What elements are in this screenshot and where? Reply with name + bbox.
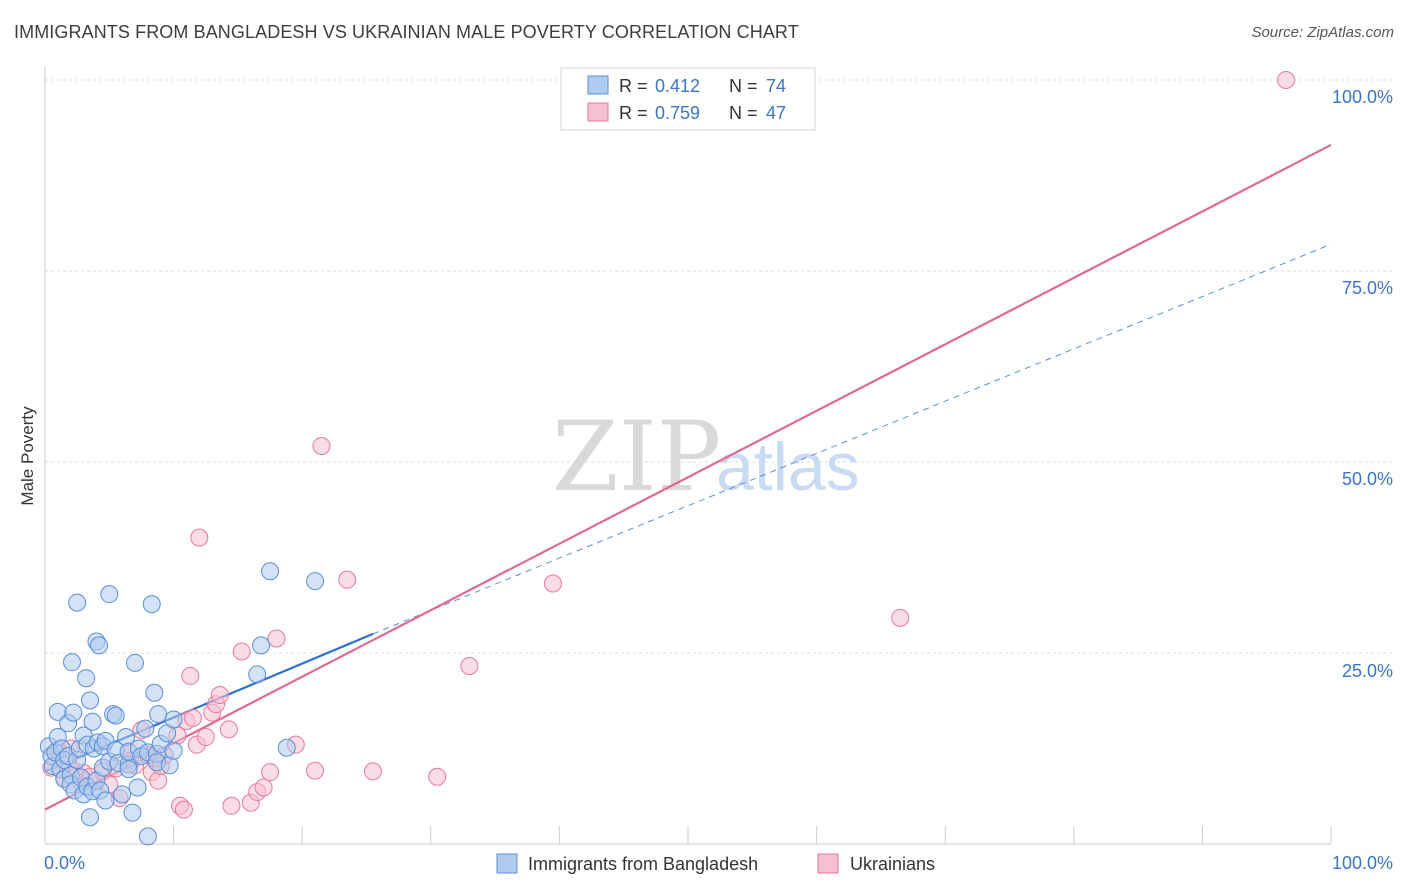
bangladesh-point-70	[252, 636, 271, 655]
grid-lines	[45, 79, 1393, 654]
ukrainians-point-46	[312, 436, 331, 455]
legend-n-label-1: N =	[729, 76, 758, 96]
bangladesh-point-63	[149, 705, 168, 724]
trend-line-bangladesh-extension	[372, 243, 1332, 635]
ukrainians-point-51	[543, 574, 562, 593]
bangladesh-point-67	[164, 710, 183, 729]
ukrainians-point-43	[267, 629, 286, 648]
bangladesh-point-14	[63, 653, 82, 672]
y-tick-label-75: 75.0%	[1342, 278, 1393, 298]
y-axis-label: Male Poverty	[18, 406, 37, 506]
chart-source: Source: ZipAtlas.com	[1251, 24, 1394, 41]
bangladesh-point-44	[106, 706, 125, 725]
ukrainians-point-26	[174, 800, 193, 819]
ukrainians-point-35	[210, 686, 229, 705]
bangladesh-point-60	[145, 683, 164, 702]
chart-title: IMMIGRANTS FROM BANGLADESH VS UKRAINIAN …	[14, 22, 799, 42]
y-tick-label-100: 100.0%	[1332, 87, 1393, 107]
bangladesh-point-28	[83, 712, 102, 731]
ukrainians-point-38	[232, 642, 251, 661]
ukrainians-point-41	[254, 778, 273, 797]
trend-line-ukrainians	[44, 143, 1332, 811]
bangladesh-point-15	[64, 703, 83, 722]
x-tick-label-min: 0.0%	[44, 853, 85, 873]
ukrainians-point-32	[196, 728, 215, 747]
x-tick-label-max: 100.0%	[1332, 853, 1393, 873]
bottom-legend-swatch-bangladesh	[496, 853, 518, 874]
bangladesh-point-58	[138, 827, 157, 846]
bangladesh-point-59	[142, 595, 161, 614]
bangladesh-point-68	[164, 741, 183, 760]
axes	[44, 66, 1332, 845]
bottom-legend-label-ukrainians: Ukrainians	[850, 854, 935, 874]
y-tick-label-25: 25.0%	[1342, 661, 1393, 681]
bangladesh-point-72	[277, 738, 296, 757]
legend-r-label-2: R =	[619, 103, 648, 123]
legend-r-value-1: 0.412	[655, 76, 700, 96]
bangladesh-point-71	[261, 562, 280, 581]
legend-swatch-bangladesh	[587, 75, 609, 95]
ukrainians-point-53	[1276, 71, 1295, 89]
ukrainians-point-50	[460, 656, 479, 675]
bangladesh-point-26	[81, 691, 100, 710]
y-tick-label-50: 50.0%	[1342, 469, 1393, 489]
bangladesh-point-40	[100, 585, 119, 604]
series-bangladesh-points	[39, 562, 325, 846]
ukrainians-point-37	[222, 796, 241, 815]
watermark-zip: ZIP	[552, 401, 721, 513]
bottom-legend-label-bangladesh: Immigrants from Bangladesh	[528, 854, 758, 874]
ukrainians-point-31	[190, 528, 209, 547]
bangladesh-point-69	[248, 665, 267, 684]
series-legend: Immigrants from Bangladesh Ukrainians	[496, 853, 935, 874]
ukrainians-point-28	[181, 666, 200, 685]
bangladesh-point-73	[306, 572, 325, 591]
ukrainians-point-42	[261, 763, 280, 782]
bangladesh-point-53	[128, 778, 147, 797]
ukrainians-point-29	[183, 708, 202, 727]
legend-n-value-1: 74	[766, 76, 786, 96]
bangladesh-point-34	[90, 636, 109, 655]
legend-n-value-2: 47	[766, 103, 786, 123]
ukrainians-point-36	[219, 720, 238, 739]
legend-r-label-1: R =	[619, 76, 648, 96]
bangladesh-point-49	[119, 760, 138, 779]
ukrainians-point-48	[363, 762, 382, 781]
bangladesh-point-46	[113, 785, 132, 804]
ukrainians-point-52	[891, 608, 910, 627]
ukrainians-point-45	[306, 761, 325, 780]
bangladesh-point-18	[68, 593, 87, 612]
bangladesh-point-27	[81, 808, 100, 827]
ukrainians-point-47	[338, 570, 357, 589]
bangladesh-point-38	[96, 791, 115, 810]
bangladesh-point-52	[126, 653, 145, 672]
trend-lines	[44, 143, 1332, 811]
legend-r-value-2: 0.759	[655, 103, 700, 123]
watermark-atlas: atlas	[716, 429, 860, 505]
legend-n-label-2: N =	[729, 103, 758, 123]
legend-swatch-ukrainians	[587, 102, 609, 122]
ukrainians-point-49	[428, 767, 447, 786]
bottom-legend-swatch-ukrainians	[817, 853, 839, 874]
correlation-legend: R = 0.412 N = 74 R = 0.759 N = 47	[560, 67, 816, 131]
bangladesh-point-51	[123, 803, 142, 822]
bangladesh-point-56	[136, 719, 155, 738]
bangladesh-point-23	[77, 669, 96, 688]
